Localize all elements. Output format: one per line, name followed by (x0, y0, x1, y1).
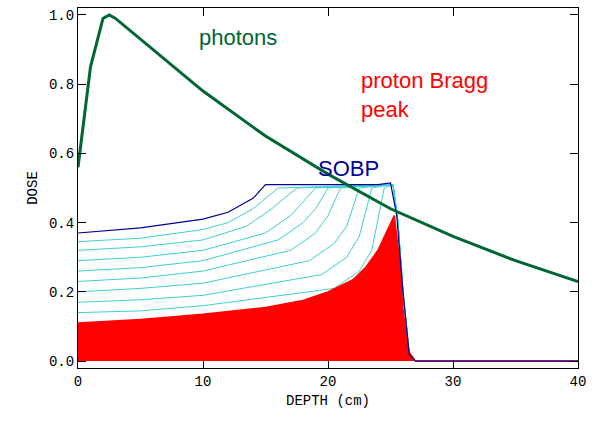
svg-text:0.8: 0.8 (49, 77, 74, 93)
svg-text:10: 10 (195, 374, 212, 390)
svg-text:0.0: 0.0 (49, 354, 74, 370)
svg-text:30: 30 (445, 374, 462, 390)
svg-text:SOBP: SOBP (318, 156, 379, 181)
svg-text:0: 0 (74, 374, 82, 390)
svg-text:0.4: 0.4 (49, 216, 74, 232)
svg-text:proton Braggpeak: proton Braggpeak (361, 68, 488, 122)
svg-text:0.6: 0.6 (49, 146, 74, 162)
svg-text:20: 20 (320, 374, 337, 390)
svg-text:40: 40 (570, 374, 587, 390)
svg-text:1.0: 1.0 (49, 8, 74, 24)
svg-text:0.2: 0.2 (49, 285, 74, 301)
svg-text:photons: photons (199, 25, 277, 50)
svg-text:DEPTH (cm): DEPTH (cm) (286, 393, 370, 409)
svg-text:DOSE: DOSE (25, 171, 41, 205)
